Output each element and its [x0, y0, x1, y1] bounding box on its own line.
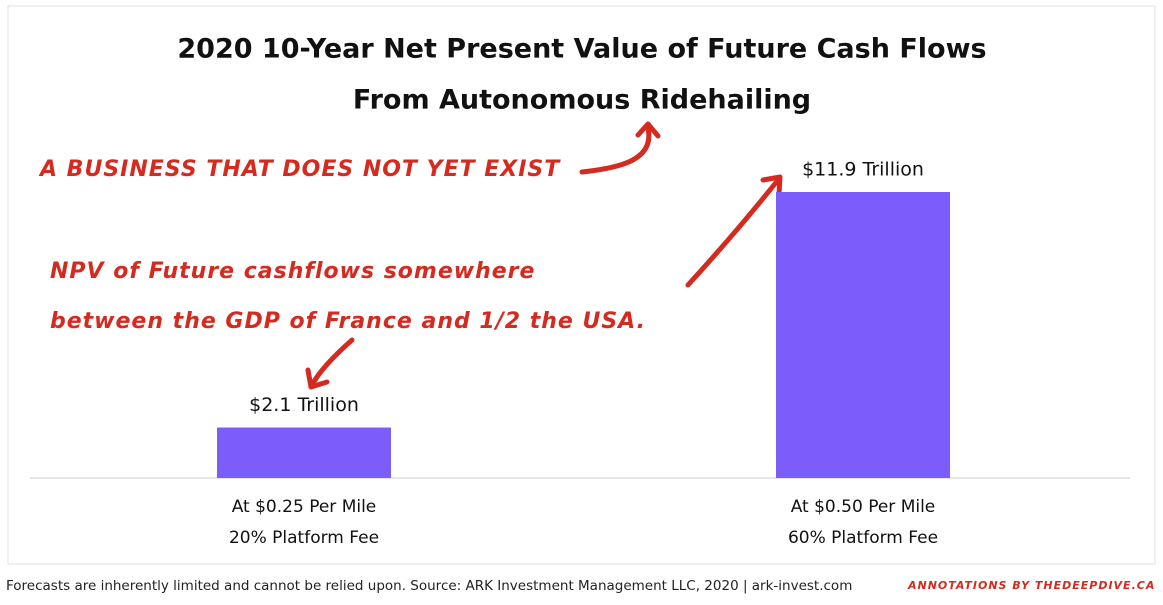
annotation: A BUSINESS THAT DOES NOT YET EXIST: [38, 157, 561, 182]
x-tick-label: At $0.50 Per Mile: [791, 497, 936, 517]
arrow-head: [760, 174, 783, 197]
chart-title: From Autonomous Ridehailing: [353, 85, 811, 116]
arrow: [579, 125, 652, 175]
x-tick-label: At $0.25 Per Mile: [232, 497, 377, 517]
footnote: Forecasts are inherently limited and can…: [6, 578, 852, 594]
x-tick-label: 20% Platform Fee: [229, 528, 379, 548]
arrow-head: [635, 121, 661, 139]
x-tick-label: 60% Platform Fee: [788, 528, 938, 548]
credit: ANNOTATIONS BY THEDEEPDIVE.CA: [907, 579, 1155, 592]
annotation: NPV of Future cashflows somewhere: [50, 259, 535, 284]
annotation: between the GDP of France and 1/2 the US…: [50, 309, 646, 334]
arrow-head: [305, 367, 330, 390]
arrow: [309, 337, 355, 388]
arrow: [685, 177, 781, 288]
value-label: $2.1 Trillion: [249, 394, 359, 416]
annotation-arrows: [305, 121, 783, 390]
bar: [217, 427, 391, 478]
chart-frame: [7, 5, 1156, 565]
value-label: $11.9 Trillion: [802, 159, 924, 181]
chart-title: 2020 10-Year Net Present Value of Future…: [177, 34, 986, 65]
bar: [776, 192, 950, 478]
